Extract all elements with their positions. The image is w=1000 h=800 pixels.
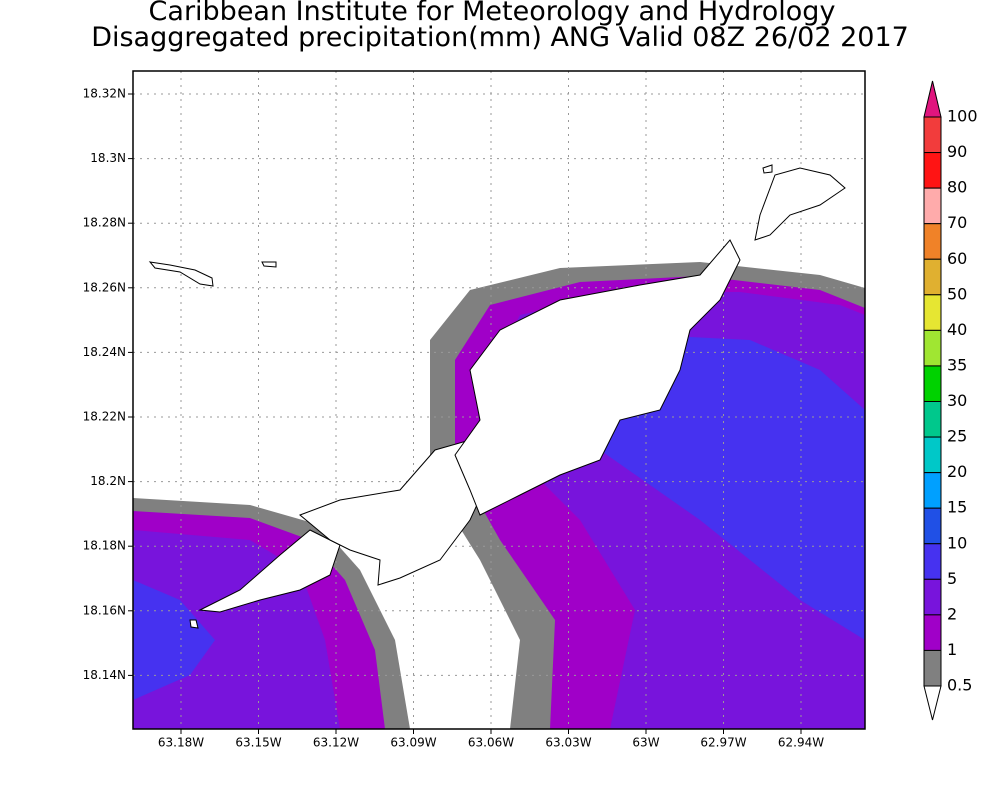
colorbar-arrow xyxy=(923,685,942,721)
x-tick-label: 63W xyxy=(632,736,659,750)
colorbar-label: 0.5 xyxy=(947,676,972,695)
x-tick-label: 63.18W xyxy=(158,736,204,750)
colorbar-box xyxy=(923,614,942,651)
colorbar-label: 100 xyxy=(947,107,978,126)
y-tick-label: 18.3N xyxy=(90,151,126,165)
colorbar-box xyxy=(923,472,942,509)
title: Caribbean Institute for Meteorology and … xyxy=(149,0,836,27)
x-tick-label: 62.97W xyxy=(700,736,746,750)
subtitle: Disaggregated precipitation(mm) ANG Vali… xyxy=(91,22,909,53)
x-tick-label: 63.06W xyxy=(468,736,514,750)
colorbar-label: 40 xyxy=(947,320,967,339)
y-tick-label: 18.16N xyxy=(83,603,126,617)
colorbar-label: 25 xyxy=(947,427,967,446)
x-tick-label: 63.12W xyxy=(313,736,359,750)
y-tick-label: 18.22N xyxy=(83,410,126,424)
colorbar-box xyxy=(923,543,942,580)
colorbar-label: 90 xyxy=(947,142,967,161)
colorbar-label: 80 xyxy=(947,178,967,197)
colorbar-box xyxy=(923,649,942,687)
colorbar-label: 5 xyxy=(947,569,957,588)
coastlines xyxy=(148,164,846,629)
map-frame xyxy=(132,70,866,730)
colorbar-label: 20 xyxy=(947,462,967,481)
colorbar-box xyxy=(923,258,942,296)
colorbar-box xyxy=(923,578,942,616)
colorbar-box xyxy=(923,294,942,331)
y-tick-label: 18.32N xyxy=(83,87,126,101)
colorbar-label: 30 xyxy=(947,391,967,410)
colorbar-label: 60 xyxy=(947,249,967,268)
y-tick-label: 18.26N xyxy=(83,280,126,294)
colorbar-box xyxy=(923,401,942,438)
colorbar-arrow xyxy=(923,80,942,118)
x-tick-label: 63.09W xyxy=(390,736,436,750)
colorbar-label: 15 xyxy=(947,498,967,517)
colorbar: 100 90 80 70 60 50 40 35 30 25 20 15 10 5 2 1 0.5 xyxy=(923,80,978,721)
colorbar-box xyxy=(923,507,942,545)
colorbar-label: 1 xyxy=(947,640,957,659)
y-tick-label: 18.14N xyxy=(83,668,126,682)
colorbar-box xyxy=(923,223,942,260)
colorbar-label: 10 xyxy=(947,533,967,552)
y-tick-label: 18.24N xyxy=(83,345,126,359)
colorbar-label: 50 xyxy=(947,284,967,303)
colorbar-box xyxy=(923,329,942,367)
x-tick-label: 63.15W xyxy=(235,736,281,750)
colorbar-box xyxy=(923,365,942,402)
colorbar-label: 70 xyxy=(947,213,967,232)
colorbar-label: 35 xyxy=(947,355,967,374)
x-tick-label: 63.03W xyxy=(545,736,591,750)
x-tick-label: 62.94W xyxy=(778,736,824,750)
colorbar-label: 2 xyxy=(947,604,957,623)
colorbar-box xyxy=(923,187,942,225)
colorbar-box xyxy=(923,116,942,154)
y-tick-label: 18.18N xyxy=(83,539,126,553)
y-tick-label: 18.2N xyxy=(90,474,126,488)
colorbar-box xyxy=(923,152,942,189)
y-tick-label: 18.28N xyxy=(83,216,126,230)
colorbar-box xyxy=(923,436,942,474)
